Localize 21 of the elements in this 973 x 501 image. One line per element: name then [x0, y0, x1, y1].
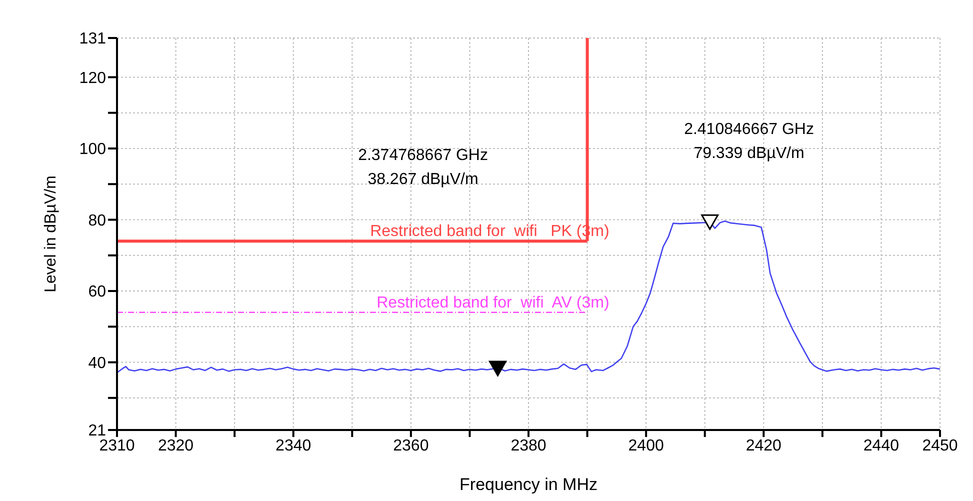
ref-line-label: Restricted band for wifi AV (3m) [376, 294, 610, 312]
x-tick-label: 2310 [99, 437, 135, 454]
y-tick-label: 120 [79, 70, 106, 87]
y-tick-label: 100 [79, 141, 106, 158]
x-tick-label: 2400 [628, 437, 664, 454]
y-tick-label: 21 [88, 422, 106, 440]
y-tick-label: 40 [88, 354, 106, 372]
annotation: 2.410846667 GHz 79.339 dBµV/m [684, 121, 814, 162]
x-tick-label: 2440 [863, 437, 900, 454]
x-tick-label: 2450 [922, 437, 958, 454]
x-axis-title: Frequency in MHz [460, 475, 598, 494]
x-tick-label: 2420 [746, 437, 782, 454]
x-tick-label: 2320 [158, 437, 194, 454]
annotation: 2.374768667 GHz 38.267 dBµV/m [358, 147, 488, 188]
x-tick-label: 2340 [276, 437, 312, 454]
y-tick-label: 80 [88, 212, 106, 230]
x-tick-label: 2360 [393, 437, 429, 454]
y-tick-label: 131 [79, 30, 106, 48]
x-tick-label: 2380 [510, 437, 546, 454]
y-tick-label: 60 [88, 284, 106, 301]
y-axis-title: Level in dBµV/m [42, 176, 60, 292]
